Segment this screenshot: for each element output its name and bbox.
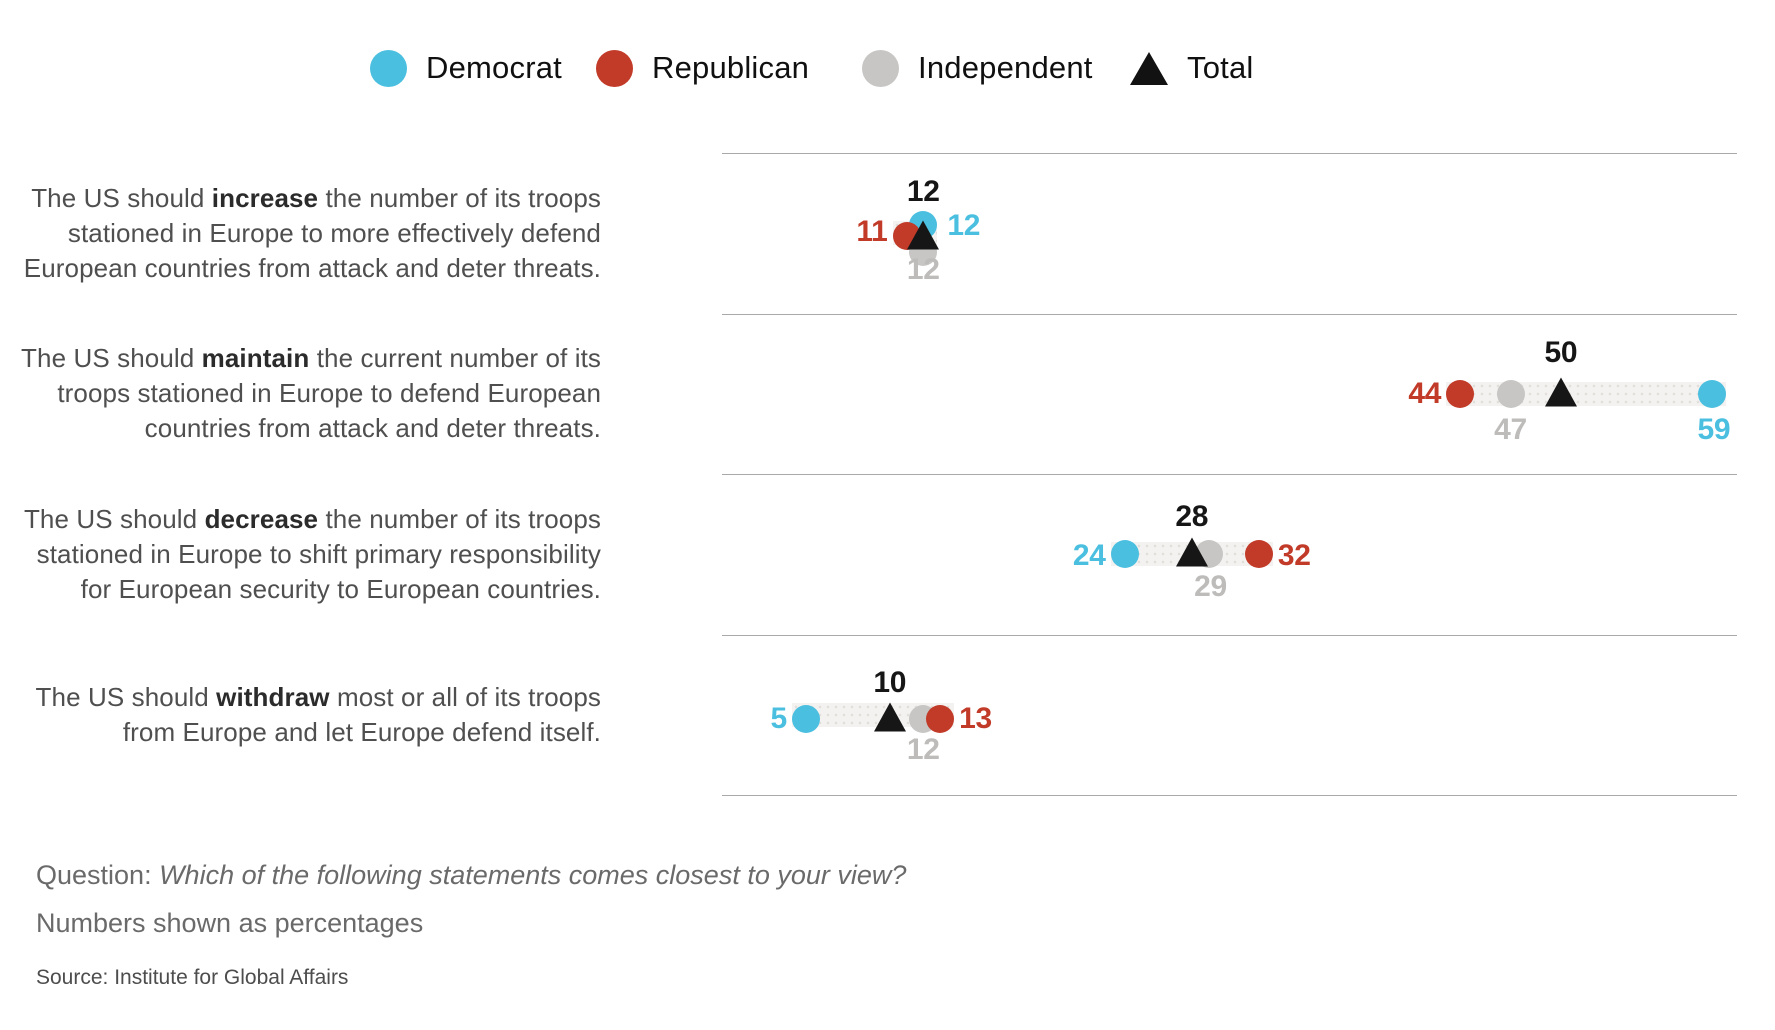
chart-row-withdraw: 12 5 13 10 [722,635,1737,796]
total-value-label: 28 [1175,500,1209,534]
democrat-value-label: 12 [947,209,981,243]
legend-label-democrat: Democrat [426,50,562,85]
legend-item-independent: Independent [862,48,1093,88]
question-text: Question: Which of the following stateme… [36,860,906,891]
total-triangle-icon [1130,51,1168,85]
total-marker [907,220,940,250]
republican-dot-icon [596,49,633,87]
legend-label-republican: Republican [652,50,810,85]
independent-dot-icon [862,49,899,87]
row-divider [722,474,1737,475]
statement-withdraw: The US should withdraw most or all of it… [11,635,601,796]
democrat-value-label: 59 [1697,412,1731,446]
total-value-label: 50 [1544,335,1578,369]
republican-marker [926,704,955,733]
total-marker [1175,537,1208,567]
statement-text-withdraw: The US should withdraw most or all of it… [35,681,601,747]
row-divider [722,634,1737,636]
republican-marker [1446,379,1475,408]
total-marker [873,702,906,732]
statement-decrease: The US should decrease the number of its… [11,474,601,635]
democrat-marker [791,704,820,733]
chart-row-increase: 12 12 11 12 [722,153,1737,314]
republican-value-label: 11 [856,215,888,249]
democrat-value-label: 24 [1072,539,1106,573]
independent-value-label: 12 [906,253,940,287]
legend-item-total: Total [1130,48,1253,88]
republican-value-label: 13 [959,701,992,735]
independent-value-label: 47 [1494,412,1527,446]
democrat-marker [1697,379,1726,408]
statement-text-decrease: The US should decrease the number of its… [23,503,601,604]
dot-plot-chart: 12 12 11 12 47 59 44 50 29 24 32 28 12 5 13 10 [722,153,1737,796]
source-text: Source: Institute for Global Affairs [36,966,349,989]
legend-item-democrat: Democrat [370,48,562,88]
total-value-label: 10 [873,665,907,699]
range-band-maintain [1446,381,1726,406]
legend-label-independent: Independent [918,50,1093,85]
question-italic: Which of the following statements comes … [159,860,907,890]
chart-row-decrease: 29 24 32 28 [722,474,1737,635]
independent-marker [1496,379,1525,408]
percentages-note: Numbers shown as percentages [36,908,424,938]
democrat-marker [1110,540,1139,569]
independent-value-label: 29 [1194,570,1227,604]
total-marker [1544,377,1577,407]
chart-bottom-line [722,795,1737,796]
democrat-dot-icon [370,49,407,87]
legend-label-total: Total [1187,50,1254,85]
democrat-value-label: 5 [770,701,787,735]
independent-value-label: 12 [906,732,940,766]
legend-item-republican: Republican [596,48,809,88]
statement-text-maintain: The US should maintain the current numbe… [21,343,601,444]
statement-maintain: The US should maintain the current numbe… [11,314,601,475]
question-label: Question: [36,860,160,890]
chart-row-maintain: 47 59 44 50 [722,314,1737,475]
row-divider [722,153,1737,154]
statement-text-increase: The US should increase the number of its… [23,182,601,283]
republican-value-label: 44 [1408,376,1442,410]
statement-increase: The US should increase the number of its… [11,153,601,314]
republican-marker [1244,540,1273,569]
total-value-label: 12 [906,175,940,209]
row-divider [722,313,1737,315]
republican-value-label: 32 [1277,539,1311,573]
